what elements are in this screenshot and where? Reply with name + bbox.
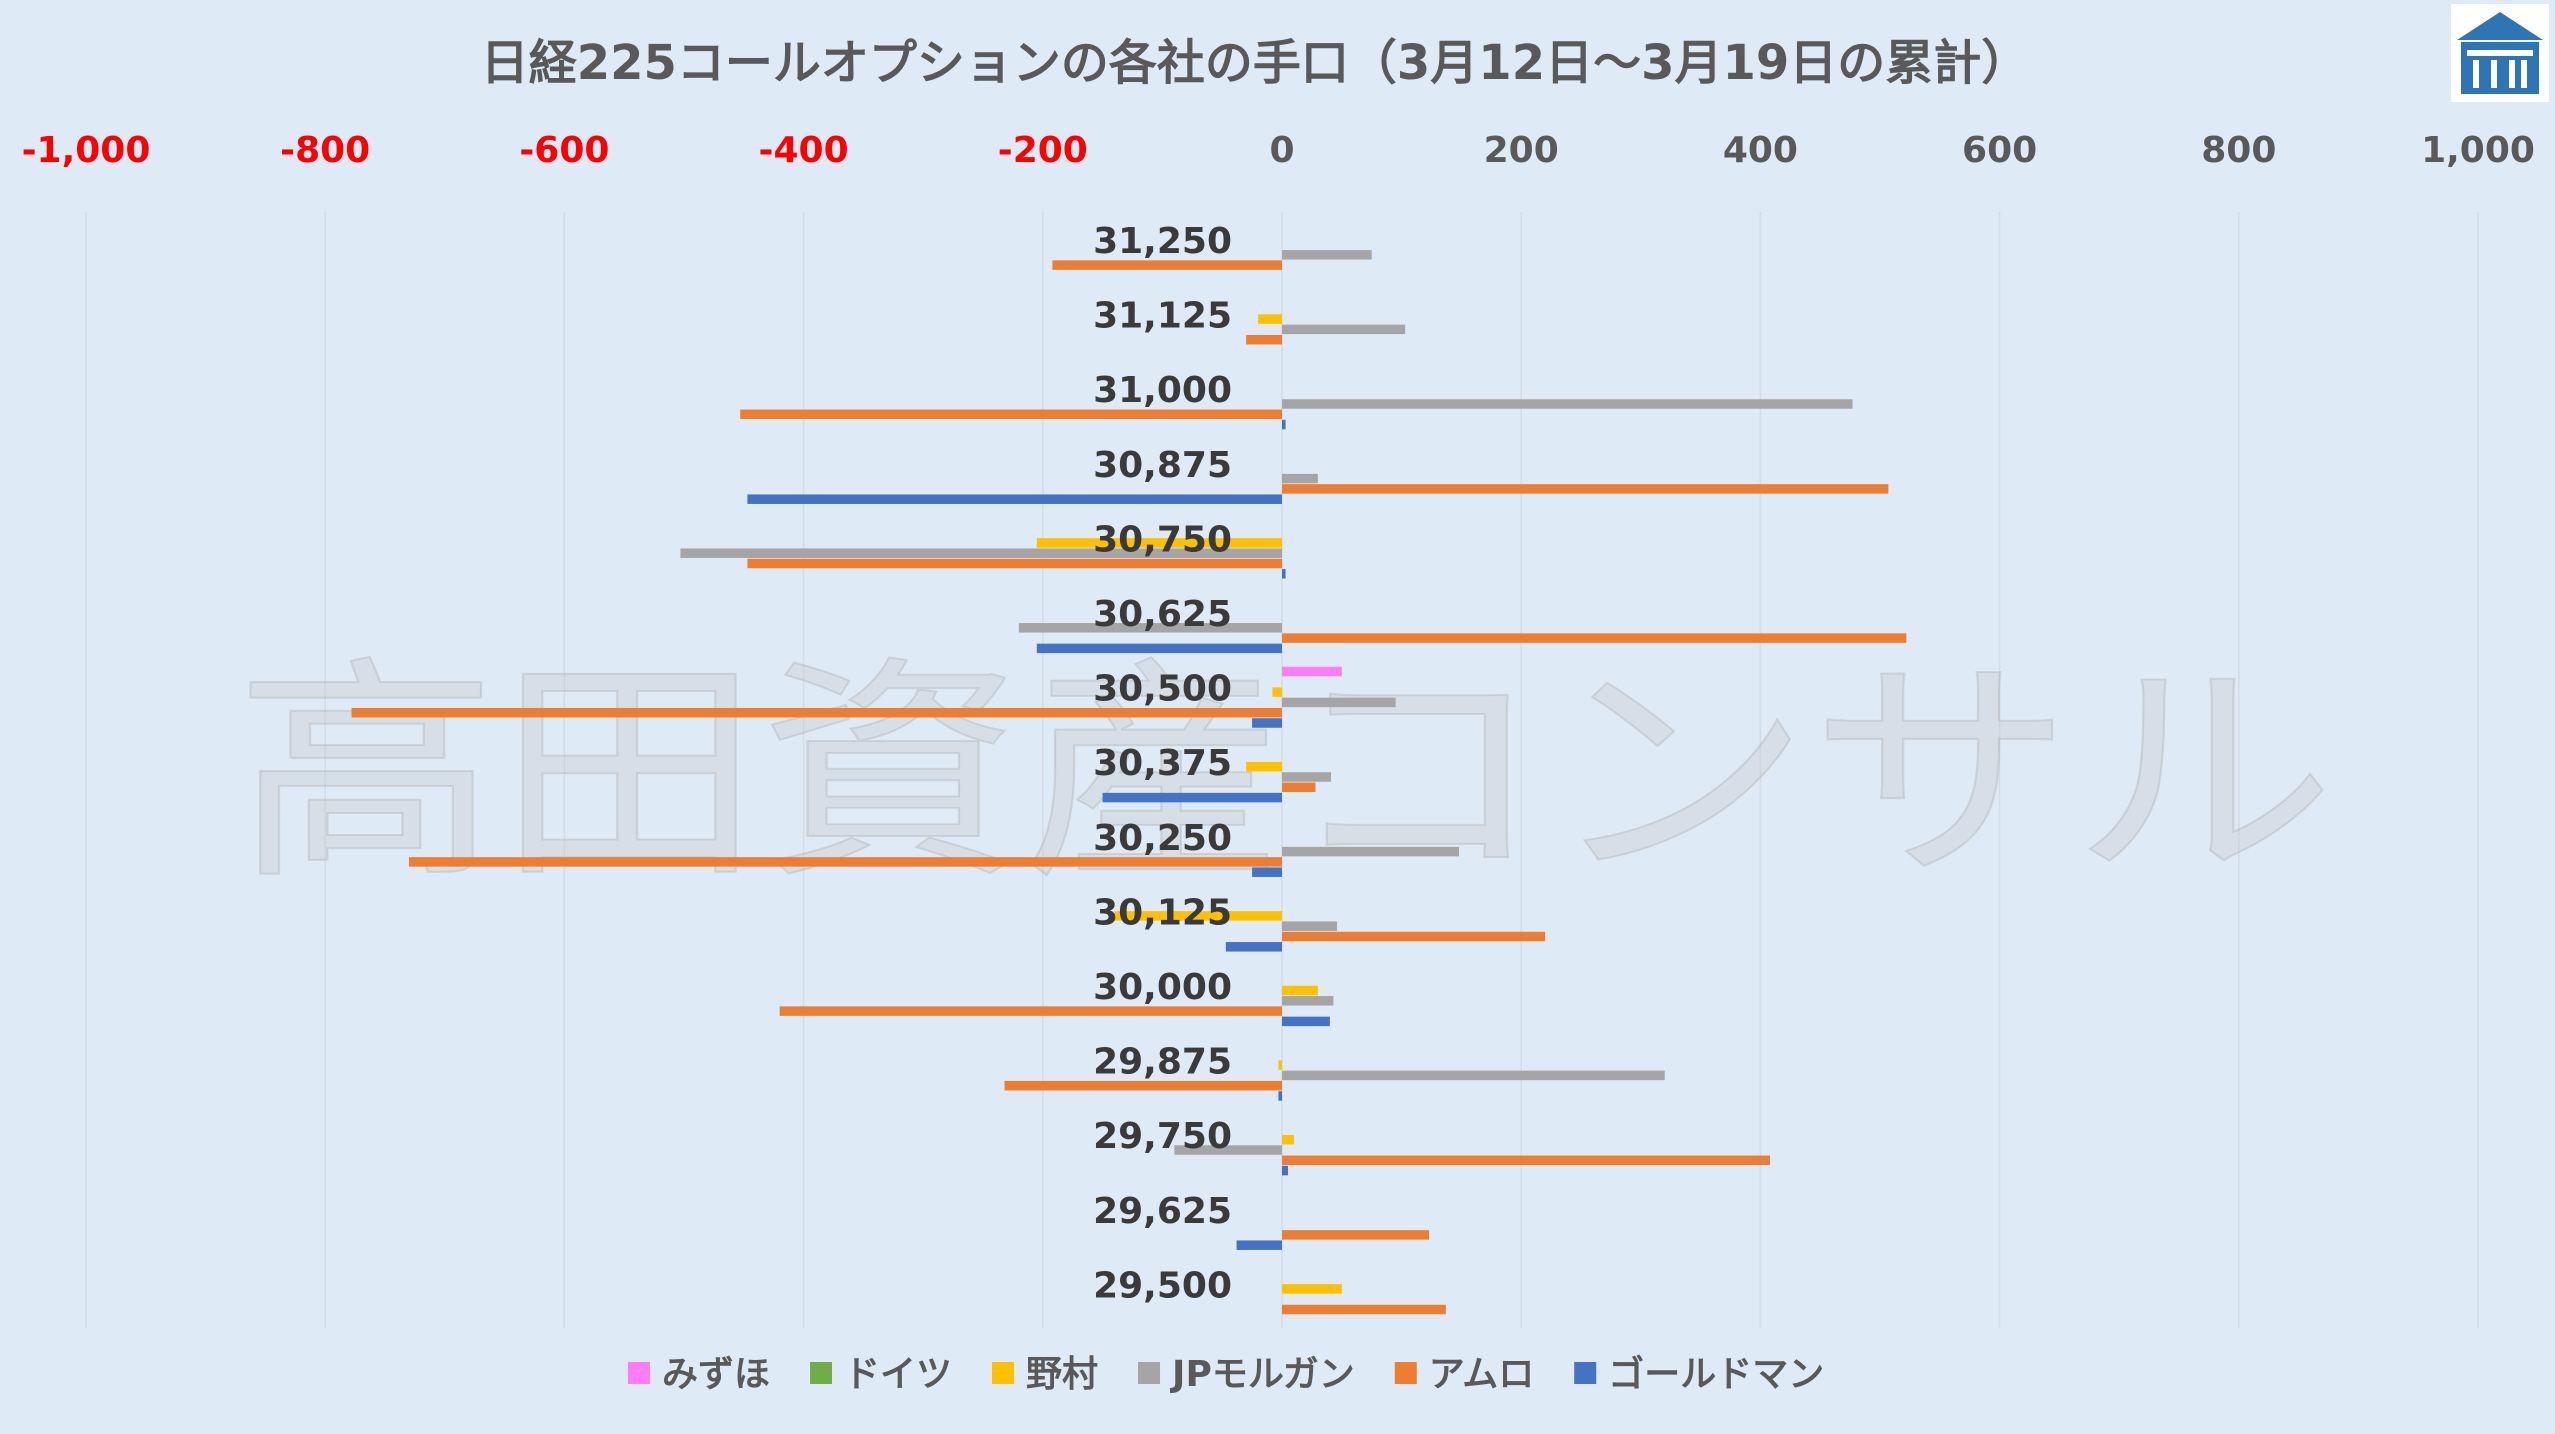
bar	[1278, 1060, 1282, 1070]
bar	[408, 857, 1282, 867]
legend-label: ゴールドマン	[1608, 1353, 1824, 1395]
bar	[1278, 1091, 1282, 1101]
bar	[1282, 419, 1286, 430]
bar	[1282, 1070, 1665, 1081]
x-tick-label: 600	[1962, 130, 2037, 171]
category-label: 29,625	[1093, 1191, 1232, 1232]
category-label: 29,750	[1093, 1116, 1232, 1157]
bar	[1036, 643, 1282, 654]
x-tick-label: 200	[1484, 130, 1559, 171]
bar	[1282, 931, 1546, 942]
x-tick-label: 800	[2201, 130, 2276, 171]
bar	[747, 558, 1282, 569]
bar	[1282, 1155, 1770, 1166]
legend-label: 野村	[1026, 1354, 1098, 1395]
category-label: 30,625	[1093, 594, 1232, 635]
x-tick-label: -800	[280, 130, 370, 171]
x-tick-label: 400	[1723, 130, 1798, 171]
bar	[1282, 484, 1889, 494]
bar	[1282, 666, 1342, 677]
bar	[1282, 473, 1318, 484]
legend-label: JPモルガン	[1169, 1354, 1355, 1395]
bar	[747, 494, 1282, 504]
x-tick-label: 1,000	[2421, 130, 2535, 171]
category-label: 30,250	[1093, 818, 1232, 859]
bar	[1282, 985, 1318, 996]
bar	[1282, 1165, 1288, 1176]
bar	[1036, 538, 1282, 548]
category-label: 31,125	[1093, 296, 1232, 337]
category-label: 30,500	[1093, 669, 1232, 710]
chart-title: 日経225コールオプションの各社の手口（3月12日～3月19日の累計）	[481, 35, 2030, 91]
legend-label: みずほ	[662, 1354, 770, 1395]
bar	[1246, 334, 1282, 345]
category-label: 29,500	[1093, 1265, 1232, 1306]
legend-swatch	[1394, 1362, 1417, 1384]
bar	[1282, 399, 1853, 409]
bars	[351, 250, 1907, 1315]
bar	[1282, 1134, 1294, 1145]
legend-swatch	[992, 1362, 1015, 1384]
legend-swatch	[1574, 1362, 1597, 1384]
legend-label: アムロ	[1429, 1354, 1534, 1395]
bar	[1174, 1145, 1282, 1155]
category-label: 31,250	[1093, 221, 1232, 262]
bar	[1282, 772, 1332, 782]
category-label: 30,375	[1093, 743, 1232, 784]
bar	[1282, 846, 1460, 857]
bar	[1282, 782, 1316, 793]
category-label: 31,000	[1093, 370, 1232, 411]
category-label: 30,125	[1093, 892, 1232, 933]
category-label: 29,875	[1093, 1042, 1232, 1083]
category-label: 30,875	[1093, 445, 1232, 486]
bar	[779, 1006, 1282, 1016]
x-tick-label: -400	[759, 130, 849, 171]
legend: みずほ ドイツ 野村 JPモルガン アムロ ゴールドマン	[628, 1353, 1824, 1395]
bar	[740, 409, 1282, 420]
bar	[1282, 921, 1338, 931]
x-axis-ticks: -1,000 -800 -600 -400 -200 0 200 400 600 800 1,000	[22, 130, 2535, 171]
category-labels: 31,250 31,125 31,000 30,875 30,750 30,625 30,5…	[1093, 221, 1232, 1306]
bar	[1252, 718, 1282, 728]
category-label: 30,750	[1093, 519, 1232, 560]
bar	[1246, 761, 1282, 772]
x-tick-label: -600	[519, 130, 609, 171]
bar	[1282, 324, 1406, 335]
bar	[680, 548, 1282, 558]
bar	[1272, 687, 1282, 697]
bar	[1102, 792, 1282, 803]
bar	[1258, 314, 1282, 324]
category-label: 30,000	[1093, 967, 1232, 1008]
bar	[351, 707, 1283, 718]
bar	[1282, 569, 1286, 579]
bar	[1282, 250, 1372, 260]
legend-swatch	[628, 1362, 650, 1384]
legend-label: ドイツ	[844, 1354, 952, 1395]
bar	[1004, 1080, 1282, 1091]
bar	[1282, 633, 1907, 643]
logo-icon	[2451, 4, 2549, 102]
bar	[1252, 867, 1282, 877]
bar	[1282, 1016, 1330, 1027]
bar	[1018, 623, 1282, 633]
bar	[1052, 260, 1282, 270]
x-tick-label: -200	[998, 130, 1088, 171]
bar	[1282, 1230, 1430, 1240]
bar	[1282, 1304, 1446, 1315]
bar	[1114, 911, 1282, 921]
bar	[1236, 1240, 1282, 1250]
x-tick-label: 0	[1269, 130, 1294, 171]
legend-swatch	[1138, 1362, 1161, 1384]
bar	[1282, 996, 1334, 1006]
bar	[1225, 942, 1282, 952]
legend-swatch	[810, 1362, 833, 1384]
bar	[1282, 1284, 1342, 1294]
x-tick-label: -1,000	[22, 130, 151, 171]
bar	[1282, 697, 1396, 708]
